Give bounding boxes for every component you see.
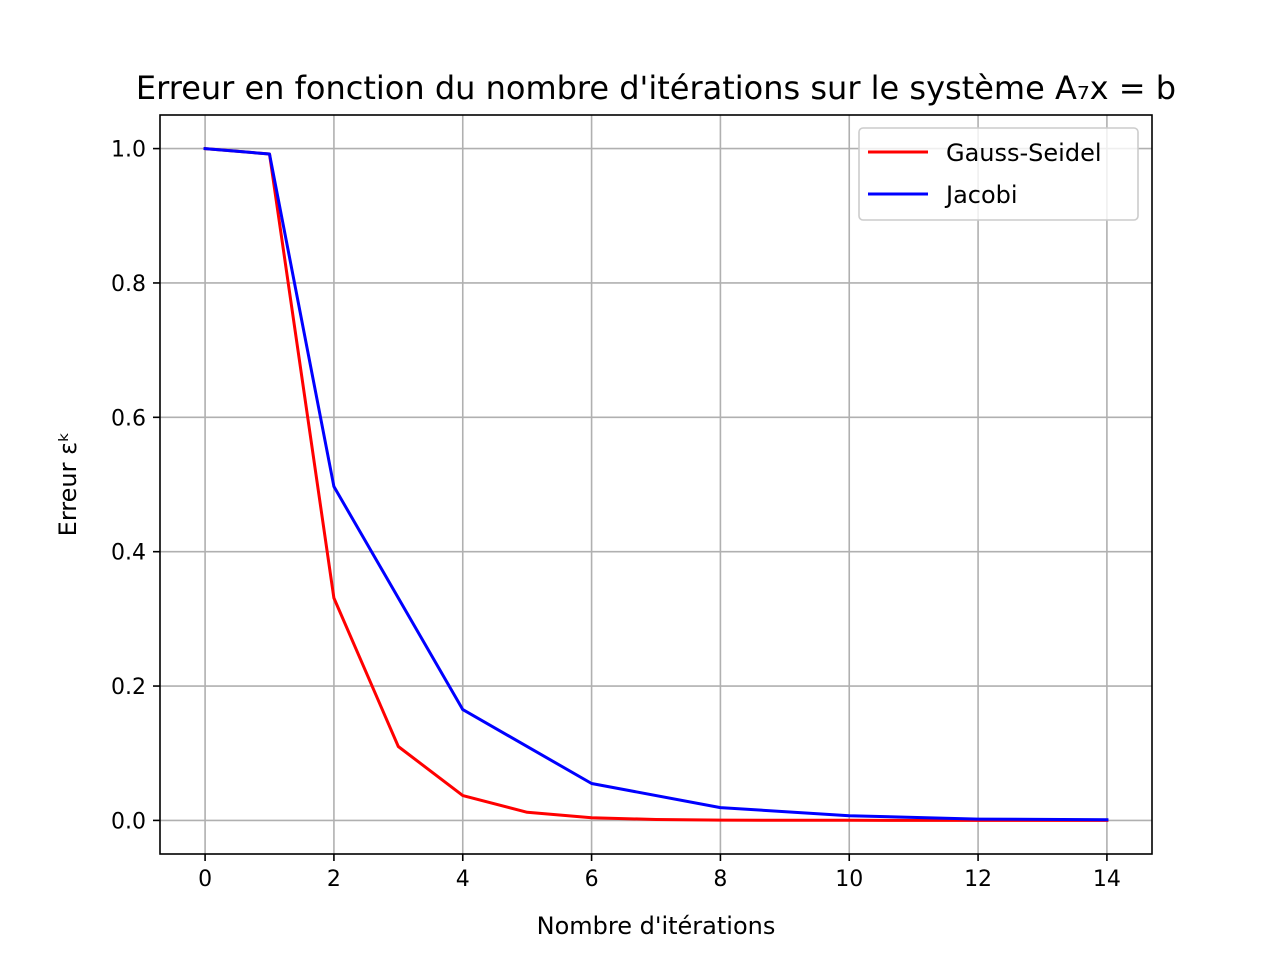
x-tick-label: 10 bbox=[835, 867, 863, 892]
x-tick-label: 8 bbox=[713, 867, 727, 892]
chart-title: Erreur en fonction du nombre d'itération… bbox=[136, 69, 1176, 107]
x-tick-label: 6 bbox=[585, 867, 599, 892]
y-tick-label: 0.8 bbox=[111, 272, 146, 297]
legend-label-gauss-seidel: Gauss-Seidel bbox=[946, 139, 1102, 167]
legend-label-jacobi: Jacobi bbox=[944, 181, 1018, 209]
axis-ticks: 0 2 4 6 8 10 12 14 0.0 0.2 0.4 0.6 0.8 1.0 bbox=[111, 138, 1121, 892]
x-axis-label: Nombre d'itérations bbox=[537, 912, 776, 940]
y-tick-label: 1.0 bbox=[111, 138, 146, 163]
x-tick-label: 4 bbox=[456, 867, 470, 892]
series-line-gauss-seidel bbox=[203, 146, 1109, 822]
y-tick-label: 0.6 bbox=[111, 406, 146, 431]
series-lines bbox=[203, 146, 1109, 822]
legend-box bbox=[858, 127, 1139, 221]
x-tick-label: 2 bbox=[327, 867, 341, 892]
grid bbox=[160, 115, 1152, 854]
y-tick-label: 0.0 bbox=[111, 809, 146, 834]
x-tick-label: 14 bbox=[1093, 867, 1121, 892]
y-axis-label: Erreur εᵏ bbox=[54, 432, 82, 537]
plot-frame bbox=[159, 114, 1153, 855]
legend: Gauss-Seidel Jacobi bbox=[858, 127, 1139, 221]
x-tick-label: 0 bbox=[198, 867, 212, 892]
series-line-jacobi bbox=[203, 146, 1109, 822]
x-tick-label: 12 bbox=[964, 867, 992, 892]
y-tick-label: 0.2 bbox=[111, 675, 146, 700]
y-tick-label: 0.4 bbox=[111, 541, 146, 566]
